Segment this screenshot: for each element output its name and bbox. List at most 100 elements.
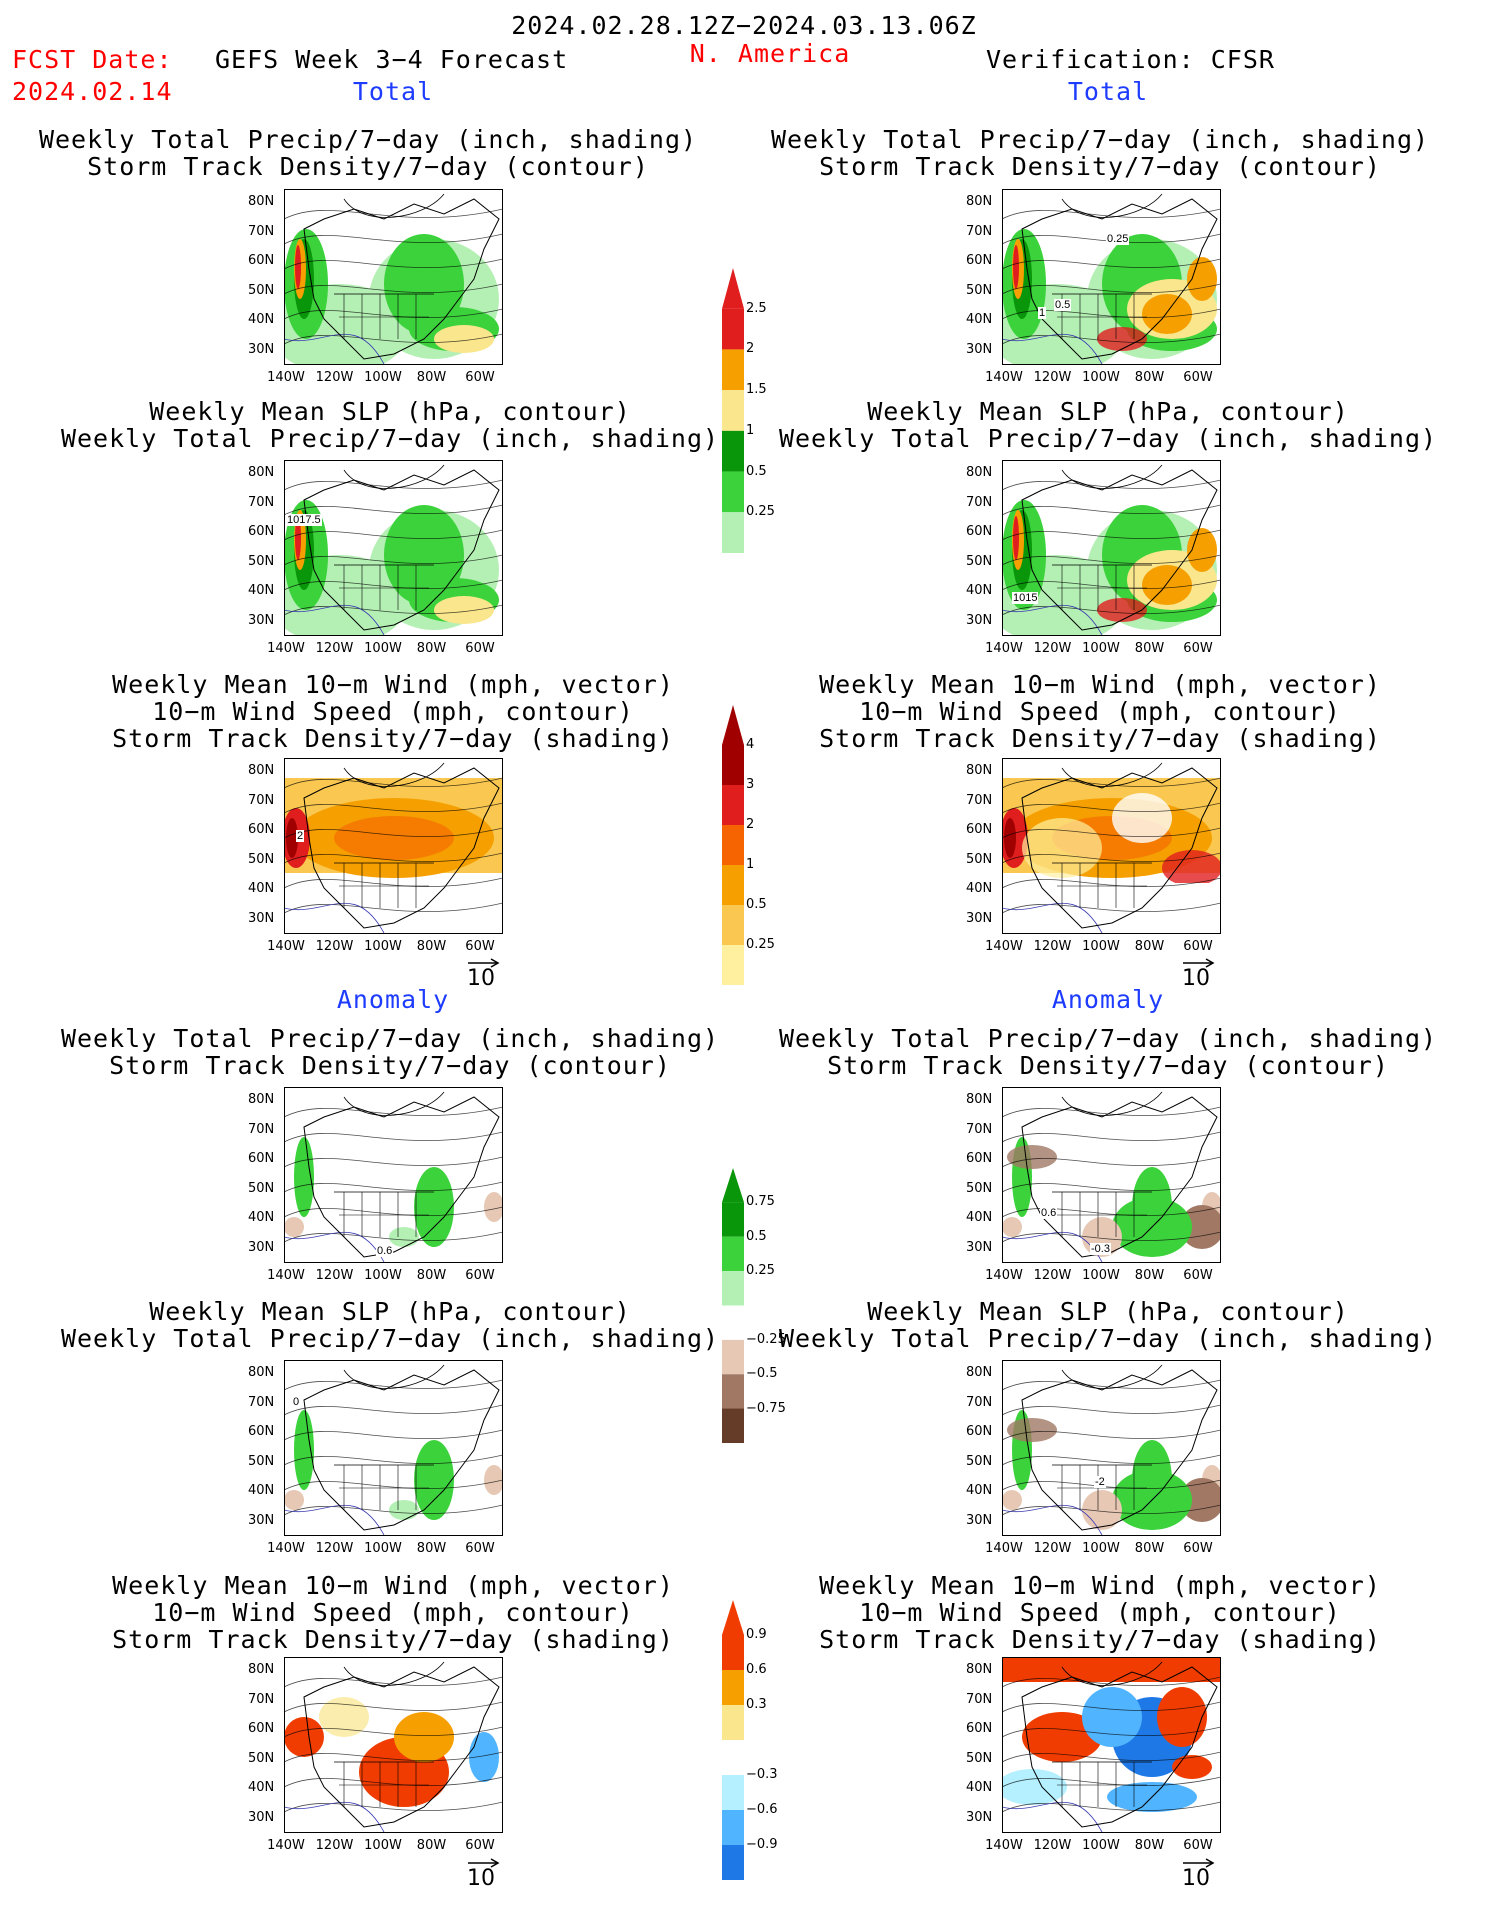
colorbar-label: 0.6 [746,1662,767,1677]
lon-tick-label: 100W [1082,939,1120,954]
lon-tick-label: 80W [1134,1541,1165,1556]
colorbar-label: 0.25 [746,1263,775,1279]
lat-tick-label: 70N [966,1691,993,1707]
lat-tick-label: 40N [248,583,275,598]
colorbar-label: −0.25 [746,1331,786,1347]
lat-tick-label: 40N [248,1210,275,1225]
contour-label: 1015 [1012,592,1039,604]
weather-map: 0.6 [284,1087,503,1263]
colorbar-label: 1 [746,857,755,872]
lat-tick-label: 30N [966,612,993,628]
lon-tick-label: 60W [465,1541,495,1556]
lon-tick-label: 80W [416,1541,447,1556]
lon-tick-label: 60W [1183,1268,1213,1283]
lat-tick-label: 30N [248,1512,275,1528]
lat-tick-label: 80N [966,763,993,778]
colorbar-label: 0.25 [746,504,775,520]
reference-vector-label: 10 [1182,966,1210,991]
weather-map [284,189,503,365]
lon-tick-label: 140W [985,1268,1023,1283]
lat-tick-label: 40N [966,1210,993,1225]
lon-tick-label: 120W [315,1268,354,1283]
lat-tick-label: 80N [248,1365,275,1380]
contour-label: -0.3 [1090,1243,1111,1255]
lat-tick-label: 60N [966,822,993,837]
lon-tick-label: 100W [1082,370,1120,385]
panel-title: Weekly Mean SLP (hPa, contour) Weekly Tot… [778,397,1438,453]
lat-tick-label: 80N [966,1662,993,1677]
lat-tick-label: 50N [248,851,275,867]
lat-tick-label: 80N [248,1092,275,1107]
lon-tick-label: 140W [267,939,305,954]
lon-tick-label: 80W [1134,370,1165,385]
weather-map: -2 [1002,1360,1221,1536]
lon-tick-label: 140W [985,939,1023,954]
lat-tick-label: 50N [966,851,993,867]
lon-tick-label: 100W [364,641,402,656]
section-anomaly-right: Anomaly [1051,985,1165,1014]
lat-tick-label: 60N [248,253,275,268]
colorbar-label: 3 [746,777,755,792]
lon-tick-label: 140W [267,1838,305,1853]
colorbar-label: 0.5 [746,463,767,479]
panel-title: Weekly Mean 10−m Wind (mph, vector) 10−m … [112,670,674,753]
lat-tick-label: 40N [966,881,993,896]
lon-tick-label: 60W [1183,641,1213,656]
lat-tick-label: 60N [966,253,993,268]
lat-tick-label: 70N [248,494,275,510]
lat-tick-label: 60N [248,524,275,539]
lat-tick-label: 40N [966,312,993,327]
lat-tick-label: 60N [966,1151,993,1166]
region-title: N. America [689,39,851,68]
lat-tick-label: 30N [248,1809,275,1825]
lat-tick-label: 70N [248,792,275,808]
lat-tick-label: 30N [248,612,275,628]
weather-map: 1017.5 [284,460,503,636]
lat-tick-label: 50N [966,553,993,569]
contour-label: -2 [1094,1476,1106,1488]
section-total-right: Total [1067,77,1149,106]
lon-tick-label: 80W [416,1838,447,1853]
lat-tick-label: 50N [248,553,275,569]
lon-tick-label: 120W [315,1838,354,1853]
weather-map [284,1657,503,1833]
lat-tick-label: 70N [248,1121,275,1137]
lon-tick-label: 100W [364,1541,402,1556]
lon-tick-label: 120W [315,641,354,656]
weather-map: 0.25 0.5 1 [1002,189,1221,365]
reference-vector: 10 [1182,958,1215,991]
lat-tick-label: 70N [248,223,275,239]
contour-label: 2 [296,830,305,842]
lon-tick-label: 120W [1033,939,1072,954]
lat-tick-label: 70N [966,1121,993,1137]
section-total-left: Total [352,77,434,106]
colorbar-label: 0.5 [746,1228,767,1244]
colorbar-label: 2.5 [746,300,767,316]
lon-tick-label: 120W [315,939,354,954]
colorbar-label: 0.5 [746,897,767,912]
lon-tick-label: 100W [364,1268,402,1283]
lat-tick-label: 50N [248,1453,275,1469]
lat-tick-label: 70N [966,494,993,510]
panel-title: Weekly Mean SLP (hPa, contour) Weekly Tot… [778,1297,1438,1353]
weather-map [1002,1657,1221,1833]
reference-vector-label: 10 [467,1866,495,1891]
colorbar-storm_total: 4 3 2 1 0.5 0.25 [722,705,782,985]
lat-tick-label: 30N [966,1512,993,1528]
weather-map: 0.6 -0.3 [1002,1087,1221,1263]
colorbar-label: 0.9 [746,1627,767,1642]
lon-tick-label: 80W [1134,1838,1165,1853]
lon-tick-label: 80W [416,641,447,656]
lon-tick-label: 140W [985,1838,1023,1853]
lat-tick-label: 80N [248,465,275,480]
colorbar-precip_anom: 0.75 0.5 0.25 −0.25 −0.5 −0.75 [722,1168,786,1443]
lat-tick-label: 30N [966,341,993,357]
lat-tick-label: 70N [248,1394,275,1410]
contour-label: 1017.5 [286,514,322,526]
lat-tick-label: 40N [966,1780,993,1795]
reference-vector: 10 [467,958,500,991]
lon-tick-label: 100W [1082,1838,1120,1853]
lon-tick-label: 140W [985,1541,1023,1556]
lat-tick-label: 40N [248,881,275,896]
lat-tick-label: 30N [248,341,275,357]
